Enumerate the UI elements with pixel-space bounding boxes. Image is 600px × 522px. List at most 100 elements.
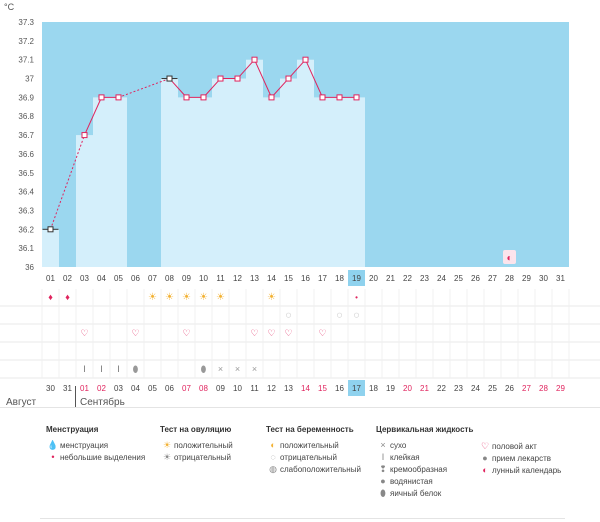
cycle-day-label: 30 xyxy=(539,274,548,283)
temperature-bar xyxy=(229,78,246,268)
cycle-day-label: 03 xyxy=(80,274,89,283)
calendar-date-label: 13 xyxy=(284,384,293,393)
cycle-day-label: 14 xyxy=(267,274,276,283)
y-tick-label: 36.2 xyxy=(18,225,34,234)
temperature-bar xyxy=(161,78,178,268)
y-tick-label: 36.1 xyxy=(18,244,34,253)
calendar-separator xyxy=(0,407,600,408)
calendar-date-label: 11 xyxy=(250,384,259,393)
y-tick-label: 37 xyxy=(25,75,34,84)
today-highlight xyxy=(348,270,365,286)
legend-item: ♡ половой акт xyxy=(478,440,561,452)
y-tick-label: 36.5 xyxy=(18,169,34,178)
drop-pair-icon: 💧 xyxy=(47,440,59,450)
temperature-point xyxy=(234,75,241,82)
cycle-day-label: 07 xyxy=(148,274,157,283)
cycle-day-label: 10 xyxy=(199,274,208,283)
calendar-date-label: 26 xyxy=(505,384,514,393)
temperature-bar xyxy=(297,59,314,267)
cross-icon: × xyxy=(380,440,386,450)
sticky-icon: Ι xyxy=(381,452,385,462)
legend-pregnancy: Тест на беременность ◐ положительный ◌ отр… xyxy=(266,425,361,475)
cycle-day-label: 20 xyxy=(369,274,378,283)
calendar-date-label: 07 xyxy=(182,384,191,393)
calendar-date-label: 01 xyxy=(80,384,89,393)
calendar-date-label: 28 xyxy=(539,384,548,393)
cycle-day-label: 05 xyxy=(114,274,123,283)
egg-white-icon: ⬮ xyxy=(201,364,207,374)
cycle-day-label: 31 xyxy=(556,274,565,283)
current-month-label: Сентябрь xyxy=(80,397,125,408)
legend-item: 💧менструация xyxy=(47,440,109,450)
cycle-day-label: 24 xyxy=(437,274,446,283)
dry-icon: × xyxy=(235,364,240,374)
ovulation-positive-icon: ☀ xyxy=(165,292,174,303)
line-segment xyxy=(203,78,221,98)
temperature-point xyxy=(251,56,258,63)
heart-icon: ♡ xyxy=(480,441,490,451)
temperature-point xyxy=(81,132,88,139)
cycle-day-label: 01 xyxy=(46,274,55,283)
cream-icon: ❢ xyxy=(379,464,387,474)
legend-item: ◐ лунный календарь xyxy=(478,464,561,476)
ovulation-positive-icon: ☀ xyxy=(216,292,225,303)
cycle-day-label: 04 xyxy=(97,274,106,283)
cycle-day-label: 18 xyxy=(335,274,344,283)
legend-item: • небольшие выделения xyxy=(46,451,145,463)
temperature-point xyxy=(353,94,360,101)
temperature-bar xyxy=(76,135,93,267)
temperature-bar xyxy=(195,97,212,267)
legend-item: ◌ отрицательный xyxy=(266,451,361,463)
temperature-bar xyxy=(110,97,127,267)
calendar-date-label: 15 xyxy=(318,384,327,393)
legend-title: Тест на овуляцию xyxy=(160,425,232,434)
light-discharge-icon: • xyxy=(355,293,358,302)
calendar-date-label: 22 xyxy=(437,384,446,393)
pregnancy-negative-icon: ◌ xyxy=(286,310,292,321)
legend-ovulation: Тест на овуляцию ☀ положительный ☀ отрицат… xyxy=(160,425,233,463)
menstruation-icon: ♦ xyxy=(48,292,53,302)
temperature-point xyxy=(302,56,309,63)
cycle-day-label: 25 xyxy=(454,274,463,283)
lunar-calendar-icon: ◐ xyxy=(506,253,512,264)
line-segment xyxy=(237,59,255,79)
temperature-bar xyxy=(263,97,280,267)
legend-other: ♡ половой акт ● прием лекарств ◐ лунный кал… xyxy=(478,440,561,476)
legend-item: ⬮ яичный белок xyxy=(376,487,473,499)
line-segment xyxy=(254,59,272,98)
intercourse-icon: ♡ xyxy=(131,328,139,338)
calendar-date-label: 20 xyxy=(403,384,412,393)
calendar-date-label: 21 xyxy=(420,384,429,393)
temperature-point xyxy=(47,226,54,233)
temperature-bar xyxy=(280,78,297,268)
sticky-icon: Ι xyxy=(117,364,120,374)
legend-item: ● водянистая xyxy=(376,475,473,487)
lunar-bg xyxy=(503,250,516,264)
dry-icon: × xyxy=(252,364,257,374)
calendar-date-label: 24 xyxy=(471,384,480,393)
cycle-day-label: 09 xyxy=(182,274,191,283)
calendar-date-label: 18 xyxy=(369,384,378,393)
legend-bottom-separator xyxy=(40,518,565,519)
legend-title: Тест на беременность xyxy=(266,425,354,434)
legend-item: ● прием лекарств xyxy=(478,452,561,464)
y-tick-label: 36.3 xyxy=(18,206,34,215)
temperature-bar xyxy=(314,97,331,267)
pregnancy-negative-icon: ◌ xyxy=(354,310,360,321)
cycle-day-label: 26 xyxy=(471,274,480,283)
y-unit-label: °C xyxy=(4,2,15,12)
line-segment xyxy=(84,97,102,136)
intercourse-icon: ♡ xyxy=(182,328,190,338)
cycle-day-label: 08 xyxy=(165,274,174,283)
sticky-icon: Ι xyxy=(100,364,103,374)
temperature-point xyxy=(285,75,292,82)
ovulation-positive-icon: ☀ xyxy=(267,292,276,303)
y-tick-label: 36.7 xyxy=(18,131,34,140)
temperature-point xyxy=(336,94,343,101)
cycle-day-label: 15 xyxy=(284,274,293,283)
bbt-chart: °C 36 36.1 36.2 36.3 36.4 36.5 36.6 36.7 36.8 36.9… xyxy=(0,2,600,396)
egg-white-icon: ⬮ xyxy=(133,364,139,374)
menstruation-icon: ♦ xyxy=(65,292,70,302)
y-tick-label: 37.1 xyxy=(18,56,34,65)
